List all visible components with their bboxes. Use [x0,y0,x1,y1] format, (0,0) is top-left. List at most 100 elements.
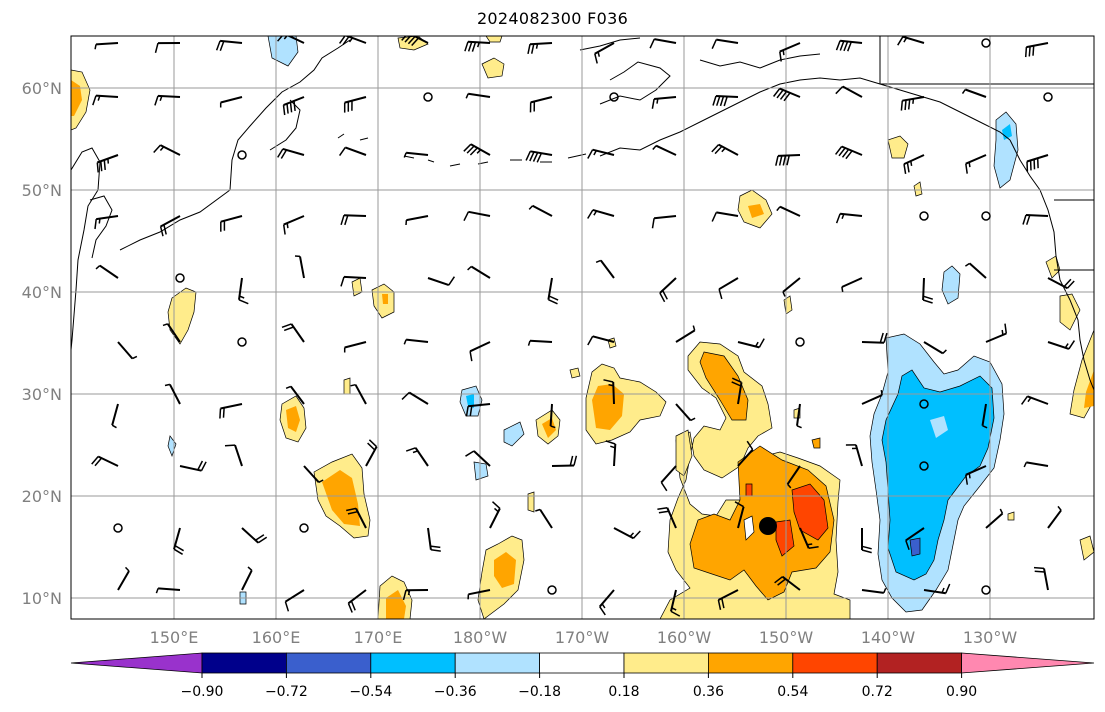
wind-barb-flag [659,292,666,303]
wind-barb-flag [711,39,717,50]
wind-barb-flag [1001,329,1004,336]
wind-barb-flag [808,545,819,549]
lon-label-180w: 180°W [453,628,508,647]
wind-barb-flag [783,92,791,102]
wind-barb-flag [883,332,888,343]
wind-barb-flag [714,145,723,155]
wind-barb-shaft [549,403,553,427]
wind-barb-flag [536,152,543,163]
wind-barb-shaft [675,403,692,422]
lon-label-150w: 150°W [759,628,814,647]
wind-barb-shaft [964,88,987,98]
wind-barb-flag [284,601,290,612]
wind-barb-flag [100,161,103,172]
wind-barb-shaft [842,85,863,98]
colorbar-tick-label: 0.54 [777,684,808,700]
wind-barb-flag [587,335,594,346]
colorbar-tick-label: 0.36 [693,684,724,700]
wind-barb-flag [845,150,853,160]
wind-barb-flag [344,215,349,226]
wind-barb-flag [532,152,539,162]
wind-barb-shaft [841,277,863,288]
wind-barb-flag [587,149,594,159]
wind-barb-flag [463,211,470,222]
wind-barb-flag [200,461,207,472]
wind-barb-flag [219,41,225,51]
calm-wind-circle [423,92,433,102]
wind-barb-flag [711,212,717,222]
wind-barb-flag [1033,566,1045,570]
wind-barb-shaft [592,335,615,343]
wind-barb-shaft [406,215,429,222]
calm-wind-circle [299,523,309,533]
wind-barb-shaft [737,448,754,467]
wind-barb-flag [535,43,539,49]
lat-label-10n: 10°N [22,589,62,608]
calm-wind-circle [237,337,247,347]
colorbar-segment [708,652,794,674]
wind-barb-flag [593,150,597,156]
wind-barb-shaft [532,204,553,217]
lat-label-60n: 60°N [22,79,62,98]
wind-barb-flag [906,162,910,173]
wind-barb-flag [731,381,742,387]
wind-barb-flag [163,224,167,235]
wind-barb-flag [841,213,845,220]
wind-barb-flag [430,545,441,549]
lon-label-160w: 160°W [657,628,712,647]
wind-barb-shaft [613,527,634,540]
wind-barb-flag [464,41,469,52]
wind-barb-flag [491,501,501,509]
wind-barb-shaft [158,587,181,591]
wind-barb-flag [734,501,744,508]
wind-barb-shaft [539,508,553,529]
wind-barb-flag [286,222,289,229]
lat-label-50n: 50°N [22,181,62,200]
wind-barb-flag [774,576,783,584]
wind-barb-shaft [241,527,259,544]
wind-barb-flag [651,98,655,109]
longitude-labels: 150°E 160°E 170°E 180°W 170°W 160°W 150°… [150,628,1018,647]
wind-barb-flag [403,152,407,158]
wind-barb-flag [912,98,915,104]
wind-barb-flag [350,383,356,387]
wind-barb-flag [651,218,655,229]
wind-barb-flag [162,323,168,327]
colorbar-tick-label: −0.72 [265,684,308,700]
wind-barb-flag [717,599,722,610]
calm-wind-circle [919,461,929,471]
wind-barb-shaft [1047,509,1062,529]
wind-barb-shaft [117,341,134,360]
wind-barb-shaft [220,96,243,104]
wind-barb-flag [779,51,782,62]
calm-wind-circle [919,211,929,221]
wind-barb-shaft [289,385,305,405]
colorbar-segment [370,652,456,674]
calm-wind-circle [795,337,805,347]
wind-barb-shaft [737,341,760,349]
wind-barb-shaft [169,383,181,405]
wind-barb-flag [782,155,787,166]
wind-barb-flag [671,607,677,611]
wind-barb-shaft [344,341,367,349]
wind-barb-flag [660,481,668,492]
wind-barb-flag [573,455,578,466]
calm-wind-circle [175,273,185,283]
wind-barb-flag [401,36,407,41]
wind-barb-shaft [344,96,367,104]
wind-barb-shaft [473,450,491,467]
lat-label-20n: 20°N [22,487,62,506]
wind-barb-shaft [354,384,367,405]
wind-barb-flag [787,483,792,489]
wind-barb-flag [777,578,786,586]
wind-barb-flag [610,445,616,449]
calm-wind-circle [919,399,929,409]
calm-wind-circle [981,585,991,595]
wind-barb-flag [338,146,346,157]
wind-barb-shaft [343,214,367,217]
wind-barb-shaft [529,339,553,343]
wind-barb-shaft [737,506,745,529]
wind-barb-flag [719,96,725,107]
calm-wind-circle [1043,92,1053,102]
wind-barb-shaft [99,264,119,279]
